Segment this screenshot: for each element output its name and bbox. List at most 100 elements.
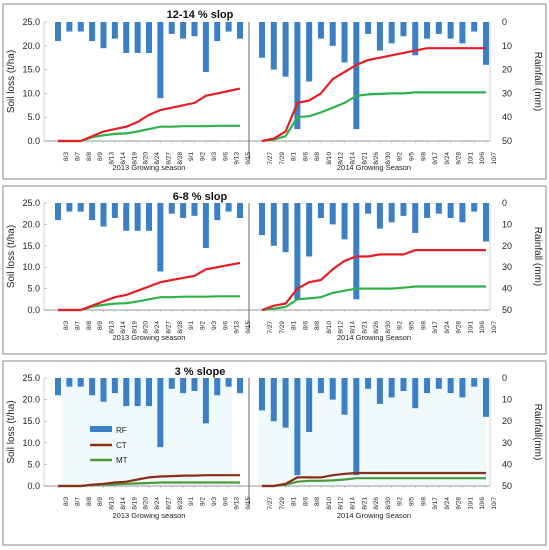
x-tick-label: 8/8	[86, 497, 93, 506]
rainfall-bar	[365, 22, 372, 34]
y-tick-label: 20.0	[22, 41, 40, 51]
rainfall-bar	[483, 203, 489, 242]
x-tick-label: 9/13	[234, 321, 241, 334]
legend-label-mt: MT	[116, 456, 128, 465]
y2-tick-label: 40	[502, 112, 512, 122]
x-tick-label: 8/10	[326, 321, 333, 334]
x-tick-label: 9/8	[420, 152, 427, 161]
rainfall-bar	[353, 203, 360, 300]
rainfall-bar	[317, 378, 324, 394]
rainfall-bar	[447, 378, 454, 394]
season-2013: 8/3 8/7 8/8 8/9 8/13 8/14 8/19 8/20 8/24 8/27 8/28…	[55, 22, 252, 172]
y2-tick-label: 50	[502, 136, 512, 146]
x-tick-label: 8/27	[165, 321, 172, 334]
x-tick-label: 8/28	[177, 152, 184, 165]
x-tick-label: 8/3	[63, 152, 70, 161]
y-tick-label: 5.0	[27, 112, 40, 122]
x-tick-label: 9/2	[200, 497, 207, 506]
x-tick-label: 9/1	[188, 152, 195, 161]
x-tick-label: 8/10	[326, 152, 333, 165]
ct-series-line	[58, 474, 240, 488]
rainfall-bar	[388, 378, 395, 398]
x-tick-label: 9/2	[397, 152, 404, 161]
rainfall-bar	[168, 203, 175, 214]
rainfall-bar	[412, 203, 419, 233]
y-tick-label: 10.0	[22, 88, 40, 98]
x-tick-label: 8/21	[361, 321, 368, 334]
x-tick-label: 9/15	[245, 321, 252, 334]
x-tick-label: 8/12	[338, 497, 345, 510]
x-tick-label: 9/28	[456, 497, 463, 510]
rainfall-bar	[353, 22, 360, 130]
rainfall-bar	[123, 203, 130, 231]
x-tick-label: 8/26	[373, 321, 380, 334]
x-tick-label: 7/29	[279, 152, 286, 165]
rainfall-bar	[259, 378, 265, 411]
season-2013: 8/3 8/7 8/8 8/9 8/13 8/14 8/19 8/20 8/24 8/27 8/28…	[55, 378, 252, 520]
y-tick-label: 25.0	[22, 198, 40, 208]
x-tick-label: 8/1	[291, 497, 298, 506]
x-tick-label: 8/7	[74, 497, 81, 506]
season-2013: 8/3 8/7 8/8 8/9 8/13 8/14 8/19 8/20 8/24 8/27 8/28…	[55, 203, 252, 342]
rainfall-bar	[214, 22, 221, 42]
y-tick-label: 20.0	[22, 395, 40, 405]
x-tick-label: 9/15	[245, 497, 252, 510]
y-axis-label: Soil loss (t/ha)	[6, 225, 17, 288]
rainfall-bar	[412, 22, 419, 56]
x-tick-label: 8/30	[385, 497, 392, 510]
y-tick-label: 25.0	[22, 17, 40, 27]
rainfall-bar	[376, 22, 383, 51]
x-tick-label: 8/21	[361, 152, 368, 165]
rainfall-bar	[306, 378, 313, 432]
x-tick-label: 8/27	[165, 152, 172, 165]
x-tick-label: 9/1	[188, 321, 195, 330]
rainfall-bar	[111, 378, 118, 394]
season-label: 2013 Growing season	[113, 163, 186, 172]
x-tick-label: 7/29	[279, 497, 286, 510]
x-tick-label: 8/9	[97, 152, 104, 161]
y2-tick-label: 30	[502, 438, 512, 448]
x-tick-label: 10/1	[467, 152, 474, 165]
rainfall-bar	[435, 22, 442, 34]
rainfall-bar	[471, 203, 478, 212]
rainfall-bar	[447, 203, 454, 218]
y-tick-label: 0.0	[27, 136, 40, 146]
rainfall-bar	[146, 378, 152, 407]
x-tick-label: 8/20	[143, 152, 150, 165]
y-tick-label: 10.0	[22, 262, 40, 272]
x-tick-label: 8/14	[120, 321, 127, 334]
y-tick-label: 5.0	[27, 459, 40, 469]
x-tick-label: 8/26	[373, 497, 380, 510]
chart-panel-3: 3 % slope 0.0 5.0 10.0 15.0 20.0 25.0 0 10 20 30 40…	[2, 360, 547, 546]
rainfall-bar	[435, 378, 442, 389]
rainfall-bar	[282, 22, 289, 77]
x-tick-label: 9/6	[222, 152, 229, 161]
y-axis-label: Soil loss (t/ha)	[6, 400, 17, 463]
rainfall-bar	[180, 22, 187, 39]
plot-background	[258, 378, 486, 486]
rainfall-bar	[237, 203, 243, 218]
mt-series-line	[262, 477, 486, 488]
season-2014: 7/27 7/29 8/1 8/6 8/8 8/10 8/12 8/14 8/21 8/26 8/3…	[259, 378, 498, 520]
x-tick-label: 10/1	[467, 321, 474, 334]
rainfall-bar	[317, 22, 324, 39]
rainfall-bar	[306, 22, 313, 82]
x-tick-label: 10/1	[467, 497, 474, 510]
rainfall-bar	[100, 378, 107, 402]
rainfall-bar	[214, 203, 221, 221]
x-tick-label: 7/27	[267, 152, 274, 165]
y-axis-label: Soil loss (t/ha)	[6, 50, 17, 113]
rainfall-bar	[66, 22, 73, 32]
rainfall-bar	[191, 378, 198, 391]
y2-axis-label: Rainfall (mm)	[532, 227, 543, 286]
x-tick-label: 9/3	[211, 152, 218, 161]
rainfall-bar	[400, 203, 407, 216]
x-tick-label: 9/17	[432, 152, 439, 165]
rainfall-bar	[282, 203, 289, 253]
rainfall-bar	[329, 378, 336, 400]
x-tick-label: 8/28	[177, 321, 184, 334]
rainfall-bar	[365, 203, 372, 214]
x-tick-label: 10/7	[491, 152, 498, 165]
rainfall-bar	[157, 203, 164, 272]
season-2014: 7/27 7/29 8/1 8/6 8/8 8/10 8/12 8/14 8/21 8/26 8/3…	[259, 203, 498, 342]
